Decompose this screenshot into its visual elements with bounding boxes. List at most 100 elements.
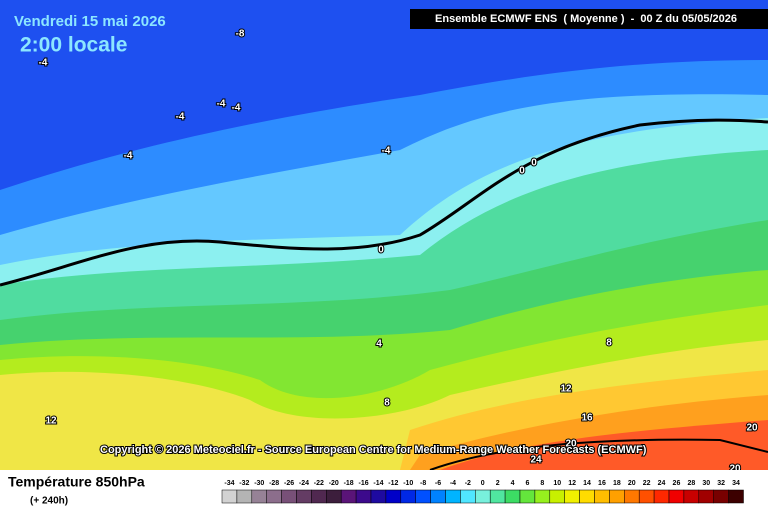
legend-label: -24 — [299, 480, 309, 487]
legend-swatch — [519, 489, 536, 504]
legend-label: 28 — [687, 480, 695, 487]
legend-label: -4 — [450, 480, 456, 487]
legend-label: 14 — [583, 480, 591, 487]
legend-swatch — [668, 489, 685, 504]
legend-label: 0 — [481, 480, 485, 487]
footer-title: Température 850hPa — [8, 474, 145, 490]
legend-label: 12 — [568, 480, 576, 487]
legend-swatch — [385, 489, 402, 504]
legend-label: -10 — [403, 480, 413, 487]
legend-swatch — [638, 489, 655, 504]
legend-label: 6 — [525, 480, 529, 487]
legend-label: 4 — [511, 480, 515, 487]
contour-label: -4 — [382, 146, 391, 157]
legend-swatch — [594, 489, 610, 504]
contour-label: 20 — [565, 439, 577, 450]
contour-label: -4 — [124, 151, 133, 162]
contour-label: -4 — [176, 112, 185, 123]
contour-label: 4 — [376, 339, 382, 350]
contour-label: 12 — [560, 384, 572, 395]
contour-label: 12 — [45, 416, 57, 427]
legend-swatch — [698, 489, 714, 504]
legend-label: -14 — [373, 480, 383, 487]
contour-label: 0 — [531, 158, 537, 169]
legend-swatch — [713, 489, 729, 504]
legend-swatch — [266, 489, 282, 504]
contour-label: 24 — [530, 455, 542, 466]
legend-swatch — [683, 489, 700, 504]
legend-swatch — [296, 489, 312, 504]
legend-label: -6 — [435, 480, 441, 487]
legend-swatch — [236, 489, 253, 504]
legend-label: 26 — [673, 480, 681, 487]
contour-label: 0 — [519, 166, 525, 177]
legend-label: -28 — [269, 480, 279, 487]
legend-label: -2 — [465, 480, 471, 487]
legend-swatch — [311, 489, 327, 504]
legend-label: 16 — [598, 480, 606, 487]
local-time: 2:00 locale — [20, 34, 127, 57]
legend-swatch — [609, 489, 625, 504]
contour-label: 20 — [746, 423, 758, 434]
legend-swatch — [221, 489, 238, 504]
legend-swatch — [534, 489, 551, 504]
legend-swatch — [624, 489, 640, 504]
legend: -34 -32 -30 -28 -26 -24 -22 -20 -18 -16 -14 -12 -10-… — [221, 480, 744, 504]
legend-swatch — [430, 489, 446, 504]
contour-label: -8 — [236, 29, 245, 40]
footer-subtitle: (+ 240h) — [30, 496, 68, 507]
legend-label: -16 — [358, 480, 368, 487]
legend-label: -22 — [314, 480, 324, 487]
legend-label: -32 — [239, 480, 249, 487]
zero-isotherm — [0, 118, 768, 287]
legend-label: 2 — [496, 480, 500, 487]
legend-swatch — [400, 489, 416, 504]
legend-swatch — [415, 489, 431, 504]
legend-label: -12 — [388, 480, 398, 487]
legend-swatch — [251, 489, 267, 504]
legend-label: 24 — [658, 480, 666, 487]
legend-swatch — [653, 489, 670, 504]
legend-swatch — [355, 489, 372, 504]
contour-label: 8 — [606, 338, 612, 349]
legend-label: 18 — [613, 480, 621, 487]
contour-label: 0 — [378, 245, 384, 256]
contour-label: 8 — [384, 398, 390, 409]
model-box — [410, 9, 768, 29]
legend-swatch — [504, 489, 521, 504]
legend-swatch — [281, 489, 297, 504]
legend-swatch — [445, 489, 461, 504]
legend-swatch — [475, 489, 491, 504]
contour-label: -4 — [232, 103, 241, 114]
date: Vendredi 15 mai 2026 — [14, 13, 166, 30]
isotherm-20 — [429, 438, 768, 471]
legend-label: 34 — [732, 480, 740, 487]
legend-swatch — [489, 489, 506, 504]
contour-label: -4 — [217, 99, 226, 110]
model-info: Ensemble ECMWF ENS ( Moyenne ) - 00 Z du… — [435, 13, 737, 25]
temperature-field — [0, 0, 768, 470]
legend-label: -26 — [284, 480, 294, 487]
legend-label: -30 — [254, 480, 264, 487]
legend-label: 20 — [628, 480, 636, 487]
legend-swatch — [326, 489, 342, 504]
legend-label: -20 — [329, 480, 339, 487]
legend-swatch — [564, 489, 580, 504]
legend-label: -18 — [344, 480, 354, 487]
legend-swatch — [579, 489, 595, 504]
legend-swatch — [549, 489, 565, 504]
contour-label: -4 — [39, 58, 48, 69]
contour-label: 16 — [581, 413, 593, 424]
copyright: Copyright © 2026 Meteociel.fr - Source E… — [100, 444, 647, 456]
legend-label: 8 — [540, 480, 544, 487]
legend-label: 32 — [717, 480, 725, 487]
legend-label: -8 — [420, 480, 426, 487]
legend-label: -34 — [224, 480, 234, 487]
legend-swatch — [728, 489, 744, 504]
legend-swatch — [340, 489, 357, 504]
legend-label: 10 — [553, 480, 561, 487]
legend-swatch — [370, 489, 387, 504]
legend-label: 30 — [702, 480, 710, 487]
